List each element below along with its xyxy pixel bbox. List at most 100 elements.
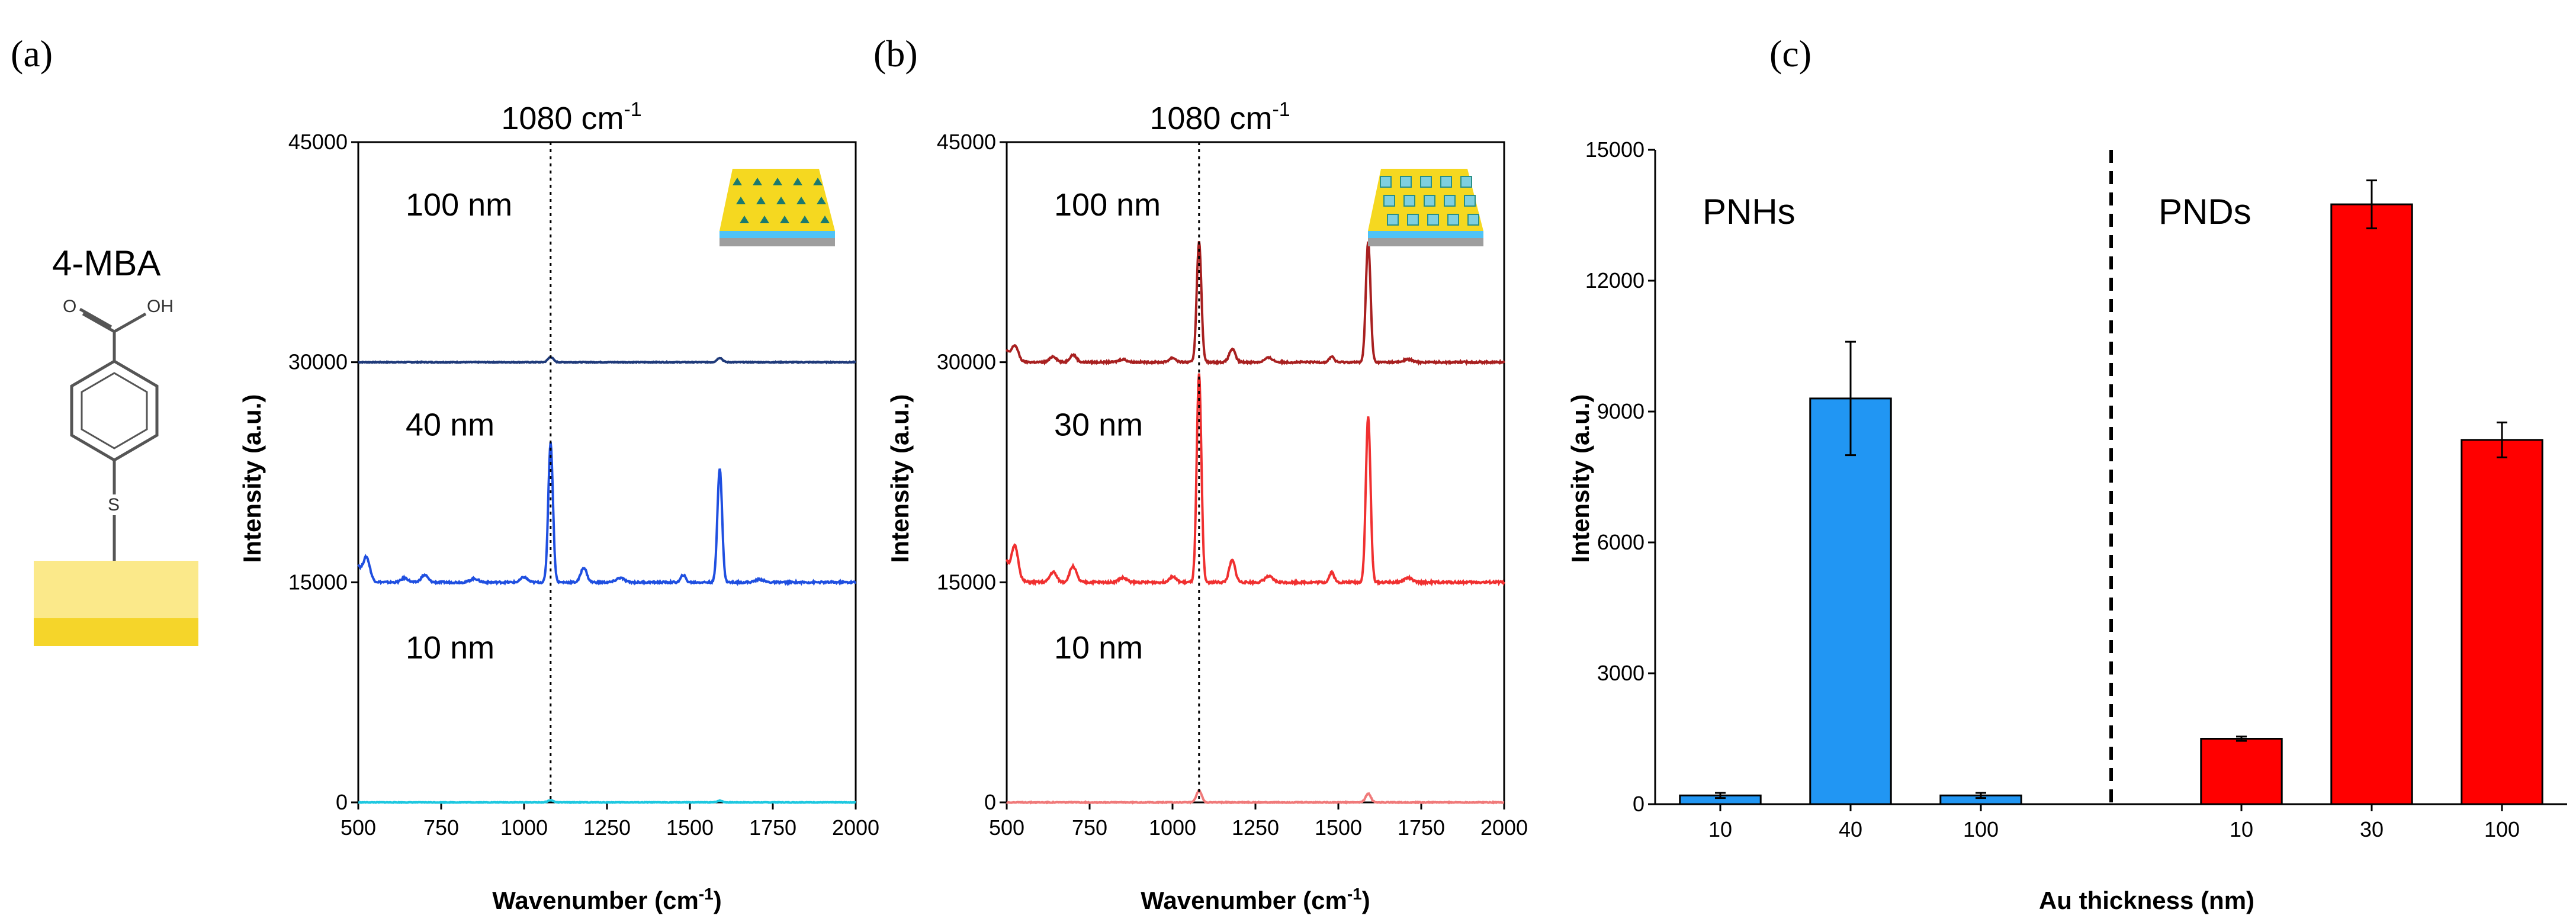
bar-PNDs-30	[2330, 203, 2413, 805]
inset-hole-a-0-1	[753, 178, 762, 185]
x-tick-label-c-0-1: 40	[1839, 817, 1862, 841]
inset-substrate-a	[720, 169, 835, 231]
atom-oh: OH	[147, 297, 174, 316]
series-label-b-0: 100 nm	[1054, 187, 1161, 223]
y-tick-label-c-2: 6000	[1597, 530, 1644, 554]
y-tick-label-c-5: 15000	[1585, 137, 1644, 162]
y-tick-label-b-1: 15000	[937, 570, 996, 594]
inset-hole-a-1-3	[796, 197, 806, 204]
y-tick-label-a-3: 45000	[288, 130, 348, 154]
x-tick-label-b-2: 1000	[1149, 815, 1196, 840]
x-tick-label-b-6: 2000	[1480, 815, 1528, 840]
molecule-structure	[70, 307, 159, 571]
inset-hole-a-1-0	[736, 197, 746, 204]
inset-hole-a-1-1	[756, 197, 766, 204]
bar-PNHs-40	[1809, 397, 1892, 805]
inset-hole-a-2-0	[740, 216, 749, 223]
y-tick-label-c-1: 3000	[1597, 661, 1644, 685]
x-tick-label-b-1: 750	[1072, 815, 1107, 840]
series-label-a-0: 100 nm	[406, 187, 512, 223]
y-axis-title-b: Intensity (a.u.)	[886, 394, 914, 563]
inset-layer-blue-b	[1368, 231, 1483, 238]
spectrum-a-100-nm	[358, 356, 856, 365]
inset-hole-a-2-1	[760, 216, 769, 223]
bar-PNDs-100	[2461, 439, 2543, 805]
group-label-PNHs: PNHs	[1703, 192, 1796, 232]
bond-c-oh	[113, 312, 147, 333]
inset-disk-b-2-3	[1447, 214, 1459, 226]
peak-label-a: 1080 cm-1	[501, 98, 641, 136]
series-label-a-1: 40 nm	[406, 407, 494, 443]
inset-disk-b-0-1	[1400, 176, 1412, 188]
inset-disk-b-0-3	[1440, 176, 1452, 188]
inset-disk-b-2-4	[1467, 214, 1479, 226]
y-tick-label-a-2: 30000	[288, 350, 348, 374]
bond-c-o	[82, 312, 115, 333]
inset-disk-b-2-1	[1407, 214, 1419, 226]
y-axis-title-a: Intensity (a.u.)	[238, 394, 266, 563]
bar-PNDs-10	[2200, 738, 2283, 805]
peak-label-b: 1080 cm-1	[1149, 98, 1290, 136]
series-label-b-1: 30 nm	[1054, 407, 1143, 443]
gold-surface-bottom	[34, 618, 198, 646]
series-label-b-2: 10 nm	[1054, 630, 1143, 666]
inset-layer-gray-a	[720, 238, 835, 246]
inset-disk-b-0-2	[1420, 176, 1432, 188]
y-tick-label-c-0: 0	[1633, 792, 1644, 816]
x-tick-label-c-1-1: 30	[2360, 817, 2384, 841]
x-tick-label-a-2: 1000	[500, 815, 548, 840]
spectrum-b-10-nm	[1006, 789, 1505, 805]
atom-s: S	[108, 495, 120, 515]
inset-disk-b-1-2	[1424, 195, 1435, 207]
panel-label-b: (b)	[873, 33, 918, 75]
inset-disk-b-1-1	[1403, 195, 1415, 207]
x-tick-label-a-5: 1750	[749, 815, 796, 840]
y-tick-label-c-4: 12000	[1585, 268, 1644, 293]
benzene-ring	[70, 359, 159, 462]
y-tick-label-b-0: 0	[984, 790, 996, 814]
spectrum-b-100-nm	[1006, 241, 1505, 366]
inset-disk-b-2-0	[1387, 214, 1399, 226]
series-label-a-2: 10 nm	[406, 630, 494, 666]
group-label-PNDs: PNDs	[2159, 192, 2251, 232]
chart-panel-b: 1080 cm-1 Intensity (a.u.) Wavenumber (c…	[886, 98, 1528, 914]
y-tick-label-b-2: 30000	[937, 350, 996, 374]
panel-label-c: (c)	[1769, 33, 1811, 75]
inset-layer-blue-a	[720, 231, 835, 238]
inset-hole-a-1-2	[776, 197, 786, 204]
x-axis-title-a: Wavenumber (cm-1)	[492, 885, 721, 914]
inset-hole-a-0-3	[793, 178, 802, 185]
x-tick-label-a-6: 2000	[832, 815, 879, 840]
inset-hole-a-1-4	[817, 197, 826, 204]
x-tick-label-b-4: 1500	[1315, 815, 1362, 840]
x-tick-label-b-0: 500	[989, 815, 1024, 840]
inset-hole-a-0-0	[733, 178, 742, 185]
x-tick-label-b-3: 1250	[1232, 815, 1279, 840]
bond-c-o-double	[79, 307, 113, 329]
x-tick-label-c-0-2: 100	[1963, 817, 1999, 841]
inset-hole-a-2-4	[820, 216, 830, 223]
panel-label-a: (a)	[11, 33, 53, 75]
inset-layer-gray-b	[1368, 238, 1483, 246]
inset-hole-a-0-4	[813, 178, 823, 185]
spectrum-a-10-nm	[358, 798, 856, 804]
x-tick-label-a-4: 1500	[666, 815, 714, 840]
x-tick-label-c-1-0: 10	[2230, 817, 2253, 841]
spectrum-b-30-nm	[1006, 373, 1505, 587]
inset-disk-b-1-0	[1383, 195, 1395, 207]
molecule-diagram: 4-MBA O OH S	[34, 243, 198, 646]
y-axis-title-c: Intensity (a.u.)	[1566, 394, 1594, 563]
benzene-ring-inner	[81, 372, 148, 449]
x-tick-label-a-1: 750	[423, 815, 459, 840]
inset-disk-b-0-4	[1460, 176, 1472, 188]
inset-hole-a-0-2	[773, 178, 782, 185]
y-tick-label-a-1: 15000	[288, 570, 348, 594]
x-axis-title-b: Wavenumber (cm-1)	[1141, 885, 1370, 914]
atom-o: O	[63, 297, 76, 316]
y-tick-label-c-3: 9000	[1597, 399, 1644, 423]
molecule-name: 4-MBA	[52, 243, 160, 283]
inset-disk-b-1-4	[1464, 195, 1476, 207]
x-tick-label-c-1-2: 100	[2484, 817, 2520, 841]
y-tick-label-b-3: 45000	[937, 130, 996, 154]
inset-disk-b-0-0	[1380, 176, 1392, 188]
